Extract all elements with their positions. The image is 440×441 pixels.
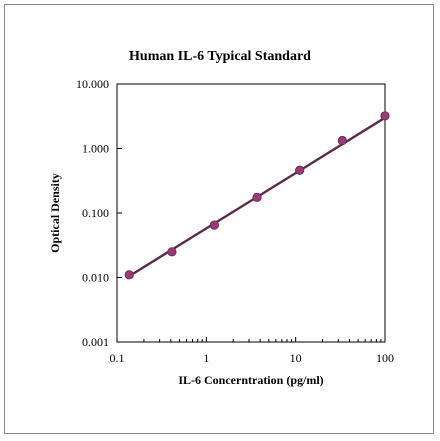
x-axis-label: IL-6 Concerntration (pg/ml) <box>178 373 323 387</box>
y-axis-label: Optical Density <box>48 173 62 253</box>
chart-svg: Human IL-6 Typical Standard 0.0010.0100.… <box>48 49 394 387</box>
x-tick-label: 1 <box>203 351 209 365</box>
data-point <box>380 111 390 121</box>
y-axis-ticks: 0.001 0.010 0.100 1.000 10.000 <box>76 77 122 349</box>
x-tick-label: 10 <box>290 351 302 365</box>
data-point <box>295 165 305 175</box>
chart-frame: Human IL-6 Typical Standard 0.001 0.010 0.… <box>4 4 434 434</box>
x-tick-label: 100 <box>376 351 394 365</box>
plot-area <box>116 83 386 343</box>
y-tick-label: 0.001 <box>82 335 109 349</box>
y-tick-label: 1.000 <box>82 142 109 156</box>
data-point <box>252 192 262 202</box>
series-layer <box>124 111 390 280</box>
data-point <box>337 135 347 146</box>
x-tick-label: 0.1 <box>110 351 125 365</box>
x-axis-ticks: 0.1 1 10 100 <box>110 337 394 365</box>
data-point <box>209 220 219 230</box>
data-point <box>167 247 177 257</box>
y-tick-label: 10.000 <box>76 77 109 91</box>
y-tick-label: 0.100 <box>82 206 109 220</box>
chart-title: Human IL-6 Typical Standard <box>129 49 311 64</box>
data-point <box>124 270 134 280</box>
y-tick-label: 0.010 <box>82 271 109 285</box>
